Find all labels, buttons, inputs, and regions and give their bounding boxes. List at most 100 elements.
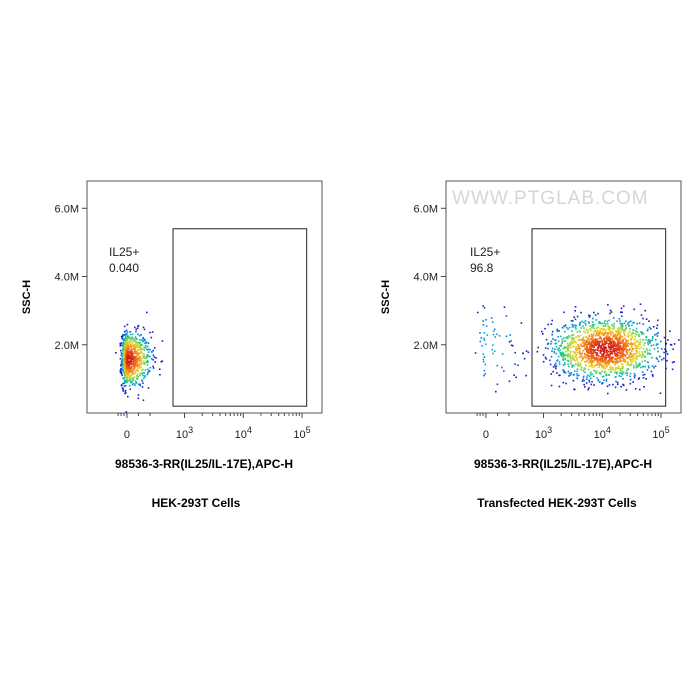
event-dot <box>554 348 556 350</box>
event-dot <box>136 349 139 352</box>
event-dot <box>122 357 125 359</box>
event-dot <box>121 374 123 377</box>
event-dot <box>631 324 633 327</box>
event-dot <box>616 345 619 347</box>
event-dot <box>143 357 145 359</box>
event-dot <box>637 345 640 347</box>
event-dot <box>604 346 606 349</box>
event-dot <box>125 380 127 383</box>
event-dot <box>625 350 628 352</box>
event-dot <box>626 374 629 377</box>
watermark: WWW.PTGLAB.COM <box>452 188 649 209</box>
event-dot <box>580 311 582 314</box>
event-dot <box>626 357 628 359</box>
event-dot <box>609 365 611 368</box>
event-dot <box>628 331 631 333</box>
event-dot <box>601 342 604 344</box>
event-dot <box>614 337 617 340</box>
event-dot <box>590 353 593 355</box>
event-dot <box>125 334 127 337</box>
event-dot <box>635 327 638 330</box>
event-dot <box>603 348 606 350</box>
event-dot <box>567 328 569 330</box>
event-dot <box>144 362 146 364</box>
event-dot <box>647 340 649 342</box>
event-dot <box>583 321 585 324</box>
event-dot <box>597 345 600 347</box>
event-dot <box>631 355 634 358</box>
event-dot <box>633 339 636 341</box>
event-dot <box>595 339 597 341</box>
event-dot <box>627 332 629 335</box>
event-dot <box>601 357 603 360</box>
event-dot <box>627 340 629 342</box>
event-dot <box>583 355 586 358</box>
event-dot <box>558 350 560 352</box>
event-dot <box>593 327 595 329</box>
event-dot <box>130 337 133 340</box>
event-dot <box>631 361 633 364</box>
event-dot <box>603 341 606 343</box>
event-dot <box>571 357 574 360</box>
event-dot <box>571 323 573 326</box>
event-dot <box>606 339 608 342</box>
event-dot <box>616 373 618 375</box>
event-dot <box>583 330 585 332</box>
event-dot <box>586 341 588 343</box>
event-dot <box>616 343 619 346</box>
event-dot <box>564 340 567 342</box>
event-dot <box>606 336 609 339</box>
event-dot <box>147 361 149 364</box>
gate-label: IL25+ <box>470 245 500 259</box>
event-dot <box>576 358 578 361</box>
event-dot <box>620 322 623 325</box>
event-dot <box>135 345 138 348</box>
event-dot <box>608 362 610 365</box>
event-dot <box>633 321 635 324</box>
event-dot <box>584 356 587 359</box>
event-dot <box>656 324 659 327</box>
event-dot <box>119 345 122 347</box>
event-dot <box>146 348 148 351</box>
event-dot <box>602 359 604 362</box>
event-dot <box>597 332 599 335</box>
event-dot <box>621 327 624 330</box>
event-dot <box>128 364 131 367</box>
event-dot <box>609 312 611 315</box>
event-dot <box>594 338 596 340</box>
event-dot <box>614 330 617 332</box>
event-dot <box>627 361 629 363</box>
event-dot <box>602 367 605 369</box>
event-dot <box>482 353 484 355</box>
event-dot <box>638 355 641 358</box>
event-dot <box>590 329 592 332</box>
event-dot <box>556 348 559 351</box>
event-dot <box>596 358 599 361</box>
event-dot <box>579 339 581 341</box>
event-dot <box>577 363 580 365</box>
event-dot <box>605 341 608 343</box>
event-dot <box>604 348 607 350</box>
event-dot <box>630 363 633 366</box>
event-dot <box>624 334 626 337</box>
event-dot <box>651 336 654 338</box>
event-dot <box>130 343 132 346</box>
event-dot <box>599 329 601 332</box>
event-dot <box>555 362 557 365</box>
event-dot <box>121 362 124 364</box>
event-dot <box>671 361 674 364</box>
event-dot <box>620 375 622 378</box>
event-dot <box>575 346 578 348</box>
event-dot <box>598 366 600 368</box>
event-dot <box>572 334 575 336</box>
event-dot <box>592 345 595 347</box>
event-dot <box>131 370 133 373</box>
event-dot <box>617 342 619 345</box>
event-dot <box>648 349 651 352</box>
event-dot <box>620 342 622 345</box>
event-dot <box>135 352 137 355</box>
event-dot <box>619 359 621 361</box>
event-dot <box>122 388 124 390</box>
event-dot <box>601 344 603 346</box>
event-dot <box>588 334 591 336</box>
